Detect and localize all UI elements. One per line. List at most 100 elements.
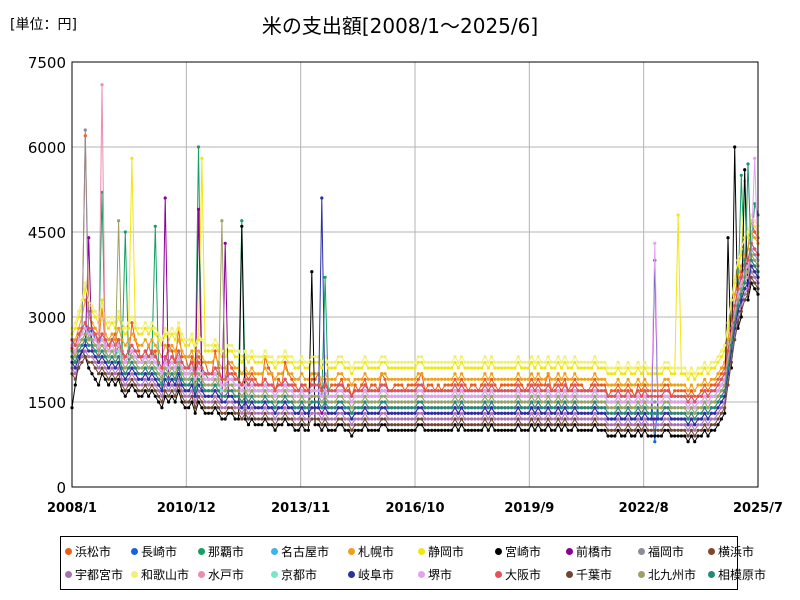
data-point xyxy=(160,377,164,381)
data-point xyxy=(426,360,430,364)
data-point xyxy=(306,389,310,393)
data-point xyxy=(659,428,664,432)
data-point xyxy=(380,400,384,404)
data-point xyxy=(266,372,271,376)
data-point xyxy=(713,377,717,381)
data-point xyxy=(446,400,450,404)
data-point xyxy=(123,394,127,398)
data-point xyxy=(436,360,440,364)
data-point xyxy=(410,360,414,364)
data-point xyxy=(659,394,664,398)
data-point xyxy=(263,355,267,359)
data-point xyxy=(719,383,724,387)
data-point xyxy=(213,355,217,359)
data-point xyxy=(266,400,271,404)
data-point xyxy=(490,355,494,359)
data-point xyxy=(333,394,337,398)
data-point xyxy=(693,440,697,444)
data-point xyxy=(373,411,377,415)
data-point xyxy=(596,394,600,398)
data-point xyxy=(157,349,161,353)
data-point xyxy=(80,360,84,364)
data-point xyxy=(470,366,474,370)
data-point xyxy=(333,360,337,364)
data-point xyxy=(80,298,84,302)
data-point xyxy=(123,372,127,376)
data-point xyxy=(183,383,187,387)
data-point xyxy=(426,377,430,381)
data-point xyxy=(87,304,91,308)
data-point xyxy=(423,423,427,427)
data-point xyxy=(703,417,707,421)
data-point xyxy=(283,394,287,398)
data-point xyxy=(510,406,514,410)
data-point xyxy=(426,389,430,393)
data-point xyxy=(153,372,157,376)
data-point xyxy=(120,389,124,393)
data-point xyxy=(240,219,244,223)
data-point xyxy=(500,383,504,387)
data-point xyxy=(160,372,164,376)
data-point xyxy=(270,394,274,398)
data-point xyxy=(200,400,204,404)
data-point xyxy=(539,394,544,398)
data-point xyxy=(639,366,644,370)
data-point xyxy=(586,389,590,393)
data-point xyxy=(559,423,564,427)
data-point xyxy=(609,389,614,393)
data-point xyxy=(606,417,610,421)
data-point xyxy=(536,417,540,421)
data-point xyxy=(263,411,267,415)
data-point xyxy=(603,383,607,387)
data-point xyxy=(486,400,490,404)
data-point xyxy=(453,400,457,404)
data-point xyxy=(753,247,757,251)
data-point xyxy=(576,383,580,387)
data-point xyxy=(616,417,620,421)
data-point xyxy=(356,377,360,381)
data-point xyxy=(366,406,370,410)
data-point xyxy=(83,321,87,325)
data-point xyxy=(549,400,554,404)
data-point xyxy=(699,389,704,393)
data-point xyxy=(233,383,237,387)
data-point xyxy=(413,360,417,364)
data-point xyxy=(603,423,607,427)
data-point xyxy=(313,394,317,398)
data-point xyxy=(240,224,244,228)
data-point xyxy=(453,383,457,387)
data-point xyxy=(340,406,344,410)
data-point xyxy=(636,366,640,370)
data-point xyxy=(693,417,697,421)
data-point xyxy=(673,394,677,398)
data-point xyxy=(536,400,540,404)
data-point xyxy=(633,417,637,421)
data-point xyxy=(689,394,694,398)
data-point xyxy=(623,417,627,421)
data-point xyxy=(253,377,257,381)
data-point xyxy=(539,366,544,370)
data-point xyxy=(466,417,470,421)
data-point xyxy=(579,377,584,381)
data-point xyxy=(586,360,590,364)
data-point xyxy=(333,366,337,370)
data-point xyxy=(513,366,517,370)
data-point xyxy=(719,366,724,370)
data-point xyxy=(216,400,221,404)
data-point xyxy=(530,389,534,393)
data-point xyxy=(130,349,134,353)
data-point xyxy=(350,428,354,432)
data-point xyxy=(360,411,364,415)
data-point xyxy=(356,389,360,393)
data-point xyxy=(236,394,241,398)
data-point xyxy=(137,383,141,387)
data-point xyxy=(716,383,720,387)
data-point xyxy=(293,360,297,364)
data-point xyxy=(686,406,690,410)
data-point xyxy=(433,360,437,364)
data-point xyxy=(603,366,607,370)
data-point xyxy=(496,389,500,393)
data-point xyxy=(323,394,327,398)
data-point xyxy=(180,366,184,370)
data-point xyxy=(273,389,277,393)
